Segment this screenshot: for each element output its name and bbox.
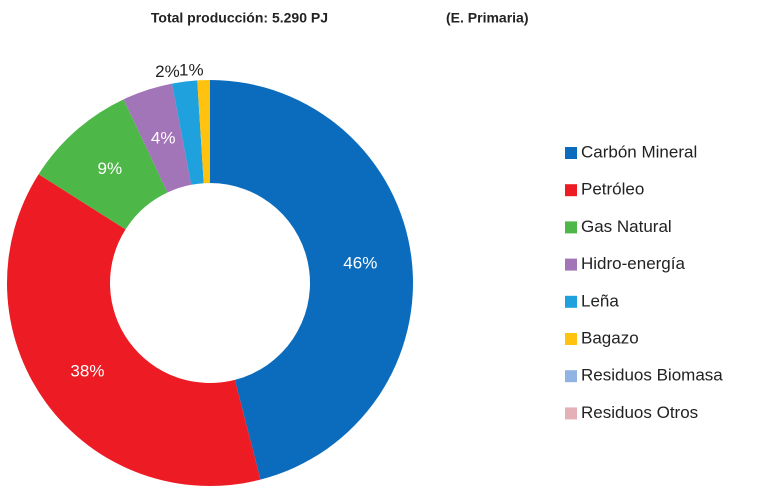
slice-label: 2% <box>155 62 180 81</box>
slice-label: 9% <box>98 159 123 178</box>
legend-swatch <box>565 147 577 159</box>
donut-slice <box>6 174 261 486</box>
chart-subtitle: (E. Primaria) <box>446 10 528 26</box>
chart-title: Total producción: 5.290 PJ <box>151 10 328 26</box>
donut-slice <box>38 99 168 230</box>
legend-swatch <box>565 333 577 345</box>
legend-swatch <box>565 370 577 383</box>
legend-label: Residuos Biomasa <box>581 366 723 385</box>
donut-slice <box>197 80 210 184</box>
slice-label: 1% <box>179 61 204 80</box>
legend-label: Residuos Otros <box>581 403 698 422</box>
legend-label: Petróleo <box>581 180 644 199</box>
legend-swatch <box>565 258 577 271</box>
legend-label: Carbón Mineral <box>581 142 697 161</box>
legend-label: Leña <box>581 291 619 310</box>
legend-swatch <box>565 184 577 197</box>
donut-slice <box>123 83 192 193</box>
slice-label: 4% <box>151 128 176 147</box>
legend-label: Bagazo <box>581 328 639 347</box>
legend-swatch <box>565 407 577 420</box>
slice-label: 46% <box>343 253 377 272</box>
donut-slice <box>210 79 414 480</box>
legend-swatch <box>565 221 577 234</box>
legend-swatch <box>565 295 577 308</box>
donut-slice <box>171 80 204 185</box>
legend-label: Gas Natural <box>581 217 672 236</box>
legend-label: Hidro-energía <box>581 254 685 273</box>
slice-label: 38% <box>70 362 104 381</box>
